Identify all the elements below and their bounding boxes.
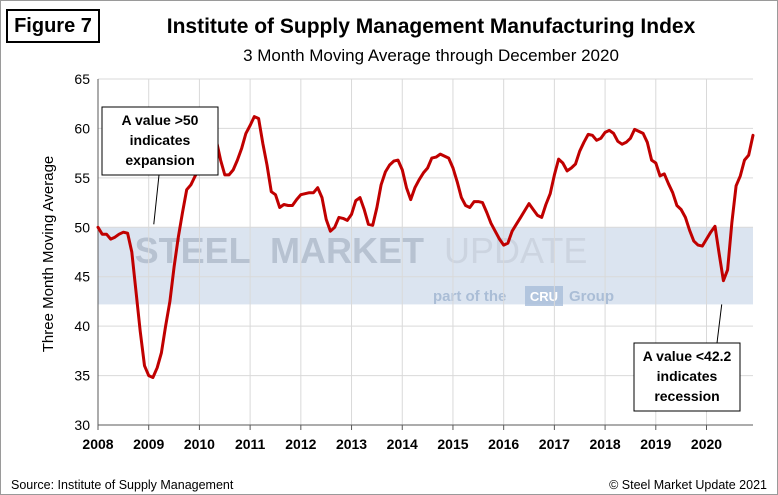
y-tick-label: 30 (74, 417, 90, 433)
chart-subtitle: 3 Month Moving Average through December … (243, 46, 619, 65)
x-tick-label: 2008 (82, 436, 113, 452)
x-tick-label: 2015 (437, 436, 468, 452)
shaded-band (98, 227, 753, 305)
watermark-word-1: STEEL (135, 230, 250, 271)
shaded-band-layer (98, 227, 753, 305)
y-tick-label: 65 (74, 71, 90, 87)
x-tick-label: 2013 (336, 436, 367, 452)
annotation-layer: A value >50 indicates expansion A value <42… (101, 106, 741, 412)
axes-layer: 30 35 40 45 50 55 60 65 2008 2009 2010 2011 2012 2013… (74, 71, 753, 452)
chart-title: Institute of Supply Management Manufactu… (166, 15, 696, 38)
y-tick-label: 50 (74, 219, 90, 235)
x-tick-label: 2011 (235, 436, 266, 452)
x-tick-label: 2014 (387, 436, 418, 452)
annotation-pointer (153, 174, 160, 225)
figure-label: Figure 7 (6, 9, 100, 43)
x-tick-label: 2018 (590, 436, 621, 452)
annotation-text: indicates (130, 132, 191, 148)
annotation-text: recession (654, 388, 719, 404)
annotation-pointer (716, 304, 723, 344)
y-tick-label: 55 (74, 170, 90, 186)
x-tick-label: 2016 (488, 436, 519, 452)
y-tick-label: 40 (74, 318, 90, 334)
annotation-box (101, 106, 219, 176)
watermark-part-of: part of the (433, 288, 506, 305)
watermark-word-2: MARKET (270, 230, 424, 271)
source-note: Source: Institute of Supply Management (11, 478, 234, 492)
annotation-box (633, 342, 741, 412)
watermark: STEEL MARKET UPDATE part of the CRU Grou… (135, 230, 614, 306)
y-tick-label: 45 (74, 269, 90, 285)
x-tick-label: 2017 (539, 436, 570, 452)
annotation-text: A value >50 (122, 112, 199, 128)
watermark-text-2: part of the (433, 288, 506, 305)
y-tick-label: 35 (74, 368, 90, 384)
watermark-text: STEEL MARKET UPDATE (135, 230, 588, 271)
y-axis-label: Three Month Moving Average (40, 156, 57, 353)
y-tick-label: 60 (74, 120, 90, 136)
watermark-group: Group (569, 288, 614, 305)
watermark-logo-box (525, 286, 563, 306)
copyright-note: © Steel Market Update 2021 (609, 478, 767, 492)
annotation-text: A value <42.2 (643, 348, 732, 364)
watermark-logo-text: CRU (530, 289, 558, 304)
annotation-text: indicates (657, 368, 718, 384)
watermark-word-3: UPDATE (444, 230, 587, 271)
x-tick-label: 2010 (184, 436, 215, 452)
x-tick-label: 2019 (640, 436, 671, 452)
x-tick-label: 2020 (691, 436, 722, 452)
x-tick-label: 2012 (285, 436, 316, 452)
annotation-text: expansion (125, 152, 194, 168)
x-tick-label: 2009 (133, 436, 164, 452)
